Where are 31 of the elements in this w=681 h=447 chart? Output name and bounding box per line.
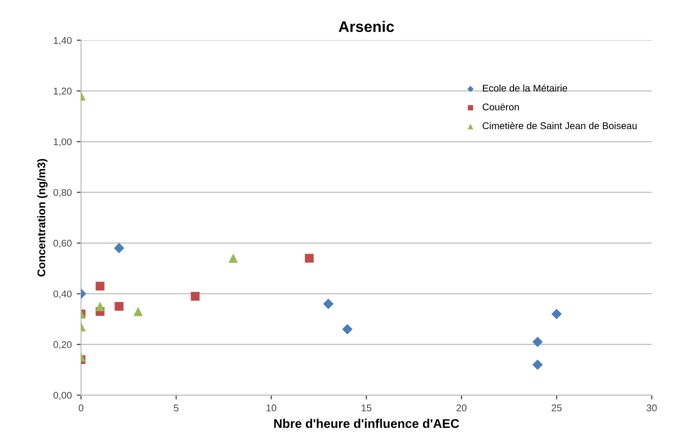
- y-tick-label: 0,20: [53, 341, 72, 350]
- x-axis-title: Nbre d'heure d'influence d'AEC: [274, 418, 460, 428]
- point: [532, 336, 543, 348]
- x-tick-label: 10: [266, 404, 276, 412]
- point: [551, 308, 562, 320]
- x-tick-label: 15: [362, 404, 372, 412]
- chart-title: Arsenic: [338, 20, 394, 32]
- legend-label: Ecole de la Métairie: [482, 84, 568, 92]
- x-tick-label: 20: [456, 404, 467, 412]
- y-tick-label: 1,40: [54, 36, 72, 45]
- point: [114, 302, 124, 311]
- y-tick-label: 1,00: [54, 138, 72, 146]
- x-tick-label: 25: [552, 404, 562, 412]
- legend-label: Couëron: [482, 104, 519, 110]
- point: [190, 292, 200, 301]
- y-tick-label: 0,60: [53, 240, 72, 248]
- x-tick-label: 30: [646, 404, 657, 412]
- legend-label: Cimetière de Saint Jean de Boiseau: [482, 122, 637, 130]
- y-axis-title: Concentration (ng/m3): [37, 158, 48, 276]
- x-tick-label: 0: [78, 404, 84, 412]
- point: [323, 298, 334, 310]
- y-tick-label: 0,40: [53, 290, 72, 299]
- point: [304, 254, 314, 263]
- point: [96, 282, 104, 291]
- point: [532, 360, 543, 370]
- x-tick-label: 5: [174, 404, 178, 412]
- point: [342, 324, 353, 334]
- y-tick-label: 0,80: [53, 189, 72, 198]
- y-tick-label: 1,20: [54, 88, 72, 96]
- point: [114, 242, 124, 254]
- y-tick-label: 0,00: [53, 392, 72, 400]
